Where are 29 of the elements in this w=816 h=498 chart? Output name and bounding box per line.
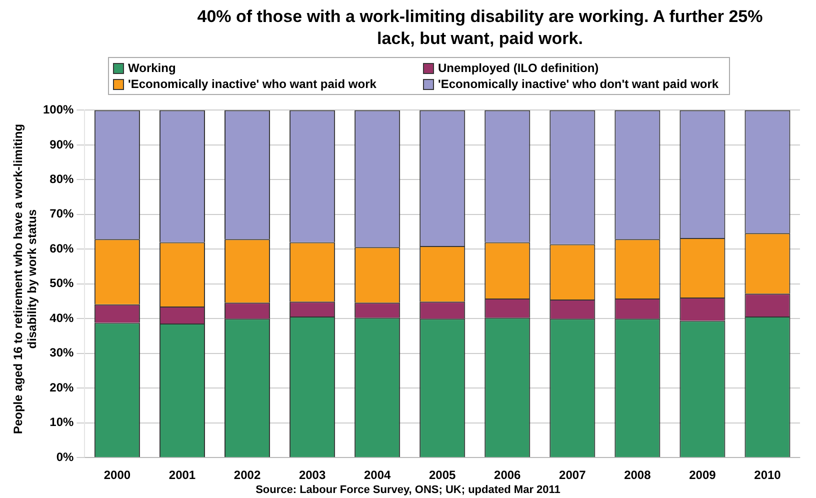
- legend-label: 'Economically inactive' who want paid work: [128, 77, 376, 91]
- y-tick-label: 40%: [50, 310, 74, 325]
- x-tick-label: 2007: [559, 468, 586, 482]
- x-tick-label: 2009: [689, 468, 716, 482]
- y-axis-title: People aged 16 to retirement who have a work-limiting disability by work status: [11, 122, 39, 436]
- legend-label: 'Economically inactive' who don't want paid work: [438, 77, 719, 91]
- y-tick-label: 10%: [50, 415, 74, 430]
- y-tick-label: 80%: [50, 172, 74, 186]
- y-tick-label: 100%: [42, 102, 74, 117]
- x-tick-label: 2006: [494, 468, 522, 482]
- y-tick-label: 0%: [56, 450, 74, 464]
- y-tick-label: 50%: [50, 276, 74, 290]
- x-tick-label: 2005: [428, 468, 456, 482]
- source-note: Source: Labour Force Survey, ONS; UK; updated Mar 2011: [254, 484, 562, 496]
- y-tick-label: 60%: [50, 241, 74, 256]
- chart-title: 40% of those with a work-limiting disability are working. A further 25% lack, but want, paid work.: [196, 6, 764, 50]
- x-tick-label: 2000: [104, 468, 131, 482]
- legend-label: Working: [128, 61, 176, 75]
- x-tick-label: 2002: [234, 468, 261, 482]
- y-tick-label: 70%: [50, 206, 74, 221]
- x-tick-label: 2008: [624, 468, 652, 482]
- legend-label: Unemployed (ILO definition): [438, 61, 599, 75]
- x-tick-label: 2004: [364, 468, 391, 482]
- x-tick-label: 2001: [168, 468, 196, 482]
- y-tick-label: 20%: [50, 380, 74, 394]
- x-tick-label: 2010: [754, 468, 782, 482]
- y-tick-label: 90%: [50, 137, 74, 152]
- y-tick-label: 30%: [50, 346, 74, 360]
- x-tick-label: 2003: [298, 468, 326, 482]
